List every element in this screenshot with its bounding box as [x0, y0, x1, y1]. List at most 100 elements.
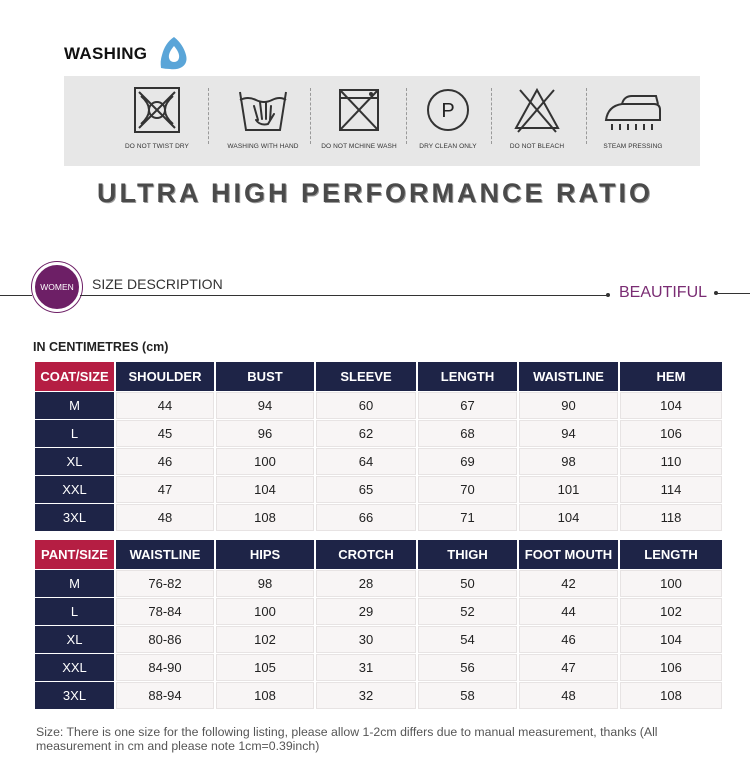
column-header: CROTCH — [316, 540, 416, 569]
table-cell: 70 — [418, 476, 517, 503]
column-header: SHOULDER — [116, 362, 214, 391]
table-cell: 98 — [519, 448, 618, 475]
care-label: STEAM PRESSING — [603, 143, 663, 150]
size-cell: XXL — [35, 476, 114, 503]
table-row: M 76-82 98 28 50 42 100 — [35, 570, 722, 597]
table-cell: 42 — [519, 570, 618, 597]
table-header-row: PANT/SIZE WAISTLINE HIPS CROTCH THIGH FO… — [35, 540, 722, 569]
table-cell: 67 — [418, 392, 517, 419]
table-cell: 44 — [519, 598, 618, 625]
table-row: 3XL 48 108 66 71 104 118 — [35, 504, 722, 531]
column-header: BUST — [216, 362, 314, 391]
table-cell: 105 — [216, 654, 314, 681]
table-cell: 100 — [620, 570, 722, 597]
table-cell: 100 — [216, 448, 314, 475]
table-cell: 62 — [316, 420, 416, 447]
size-cell: XXL — [35, 654, 114, 681]
divider — [80, 295, 608, 296]
table-cell: 47 — [519, 654, 618, 681]
unit-note: IN CENTIMETRES (cm) — [33, 340, 169, 354]
column-header: HIPS — [216, 540, 314, 569]
divider — [491, 88, 492, 144]
table-cell: 71 — [418, 504, 517, 531]
size-description-title: SIZE DESCRIPTION — [92, 276, 223, 292]
table-cell: 50 — [418, 570, 517, 597]
column-header: FOOT MOUTH — [519, 540, 618, 569]
table-cell: 46 — [116, 448, 214, 475]
table-cell: 28 — [316, 570, 416, 597]
table-cell: 31 — [316, 654, 416, 681]
table-cell: 68 — [418, 420, 517, 447]
table-cell: 30 — [316, 626, 416, 653]
care-item: WASHING WITH HAND — [218, 76, 308, 166]
table-cell: 102 — [216, 626, 314, 653]
table-header-row: COAT/SIZE SHOULDER BUST SLEEVE LENGTH WA… — [35, 362, 722, 391]
beautiful-tagline: BEAUTIFUL — [619, 284, 708, 301]
column-header: COAT/SIZE — [35, 362, 114, 391]
table-cell: 44 — [116, 392, 214, 419]
table-cell: 118 — [620, 504, 722, 531]
divider — [406, 88, 407, 144]
divider — [586, 88, 587, 144]
column-header: SLEEVE — [316, 362, 416, 391]
table-cell: 90 — [519, 392, 618, 419]
divider — [310, 88, 311, 144]
table-cell: 80-86 — [116, 626, 214, 653]
dry-clean-glyph: P — [441, 100, 454, 122]
table-cell: 114 — [620, 476, 722, 503]
table-row: XXL 84-90 105 31 56 47 106 — [35, 654, 722, 681]
care-label: DO NOT MCHINE WASH — [321, 143, 397, 150]
table-cell: 69 — [418, 448, 517, 475]
table-cell: 54 — [418, 626, 517, 653]
table-cell: 29 — [316, 598, 416, 625]
pant-size-table: PANT/SIZE WAISTLINE HIPS CROTCH THIGH FO… — [33, 539, 724, 710]
washing-title: WASHING — [64, 44, 148, 63]
size-cell: XL — [35, 626, 114, 653]
divider — [0, 295, 32, 296]
size-cell: L — [35, 420, 114, 447]
table-cell: 110 — [620, 448, 722, 475]
size-cell: M — [35, 392, 114, 419]
table-cell: 52 — [418, 598, 517, 625]
table-cell: 106 — [620, 420, 722, 447]
women-badge: WOMEN — [32, 262, 82, 312]
table-row: 3XL 88-94 108 32 58 48 108 — [35, 682, 722, 709]
steam-iron-icon — [604, 95, 661, 130]
care-item: DO NOT TWIST DRY — [112, 76, 202, 166]
table-cell: 47 — [116, 476, 214, 503]
care-item: DO NOT BLEACH — [494, 76, 580, 166]
table-cell: 78-84 — [116, 598, 214, 625]
water-drop-icon — [160, 37, 187, 70]
column-header: WAISTLINE — [519, 362, 618, 391]
table-cell: 48 — [116, 504, 214, 531]
care-item: DO NOT MCHINE WASH — [314, 76, 404, 166]
size-cell: 3XL — [35, 504, 114, 531]
column-header: PANT/SIZE — [35, 540, 114, 569]
performance-banner: ULTRA HIGH PERFORMANCE RATIO — [97, 178, 653, 208]
dry-clean-icon: P — [427, 89, 469, 131]
table-cell: 101 — [519, 476, 618, 503]
care-instructions-panel: DO NOT TWIST DRY WASHING WITH HAND DO NO… — [64, 76, 700, 166]
care-item: STEAM PRESSING — [588, 76, 678, 166]
table-cell: 104 — [620, 392, 722, 419]
column-header: HEM — [620, 362, 722, 391]
table-cell: 32 — [316, 682, 416, 709]
table-cell: 94 — [519, 420, 618, 447]
table-cell: 102 — [620, 598, 722, 625]
size-cell: XL — [35, 448, 114, 475]
care-item: P DRY CLEAN ONLY — [408, 76, 488, 166]
no-bleach-icon — [514, 87, 560, 133]
table-cell: 46 — [519, 626, 618, 653]
table-cell: 108 — [620, 682, 722, 709]
care-label: DO NOT TWIST DRY — [125, 143, 189, 150]
care-label: DRY CLEAN ONLY — [419, 143, 477, 150]
table-row: XL 46 100 64 69 98 110 — [35, 448, 722, 475]
table-cell: 84-90 — [116, 654, 214, 681]
no-tumble-dry-icon — [134, 87, 180, 133]
column-header: THIGH — [418, 540, 517, 569]
table-cell: 108 — [216, 504, 314, 531]
table-cell: 58 — [418, 682, 517, 709]
column-header: LENGTH — [418, 362, 517, 391]
divider — [208, 88, 209, 144]
no-machine-wash-icon — [339, 89, 379, 131]
